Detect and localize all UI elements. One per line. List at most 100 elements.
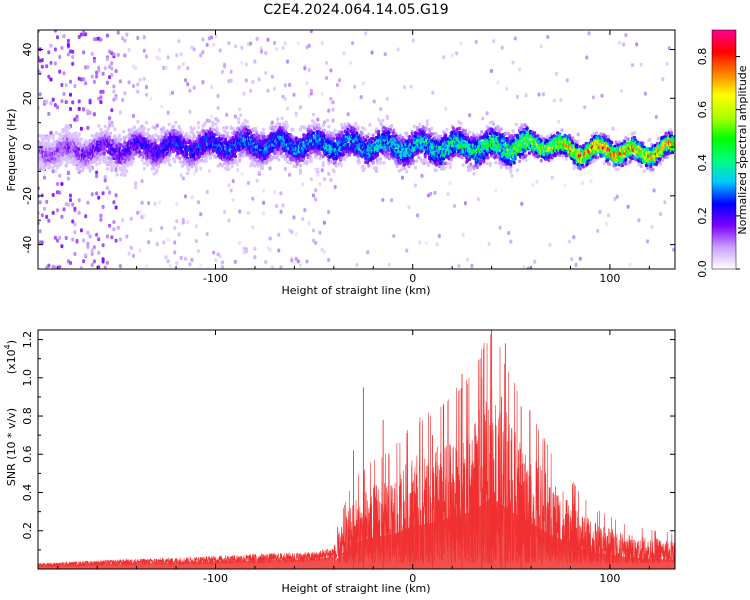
- spectrogram-cell: [84, 253, 88, 258]
- spectrogram-cell: [47, 263, 51, 268]
- spectrogram-cell: [71, 100, 75, 105]
- spectrogram-cell: [236, 167, 240, 172]
- spectrogram-cell: [392, 128, 396, 132]
- spectrogram-cell: [288, 172, 292, 177]
- spectrogram-cell: [110, 66, 114, 71]
- spectrogram-cell: [340, 123, 344, 127]
- spectrogram-cell: [199, 212, 203, 217]
- spectrogram-cell: [305, 81, 309, 86]
- spectrogram-cell: [205, 42, 209, 47]
- spectrogram-cell: [643, 91, 647, 96]
- spectrogram-cell: [246, 181, 250, 185]
- spectrogram-cell: [66, 160, 70, 164]
- spectrogram-cell: [292, 215, 296, 220]
- spectrogram-cell: [201, 50, 205, 55]
- spectrogram-cell: [64, 100, 68, 105]
- spectrogram-cell: [240, 61, 244, 65]
- spectrogram-cell: [283, 41, 287, 46]
- spectrogram-cell: [290, 229, 294, 234]
- spectrogram-cell: [142, 213, 146, 218]
- spectrogram-cell: [178, 127, 182, 131]
- spectrogram-cell: [88, 164, 92, 168]
- spectrogram-cell: [214, 34, 218, 39]
- spectrogram-cell: [88, 100, 92, 105]
- spectrogram-cell: [43, 175, 46, 180]
- spectrogram-cell: [40, 64, 44, 69]
- spectrogram-cell: [279, 191, 283, 196]
- spectrogram-cell: [303, 66, 307, 71]
- spectrogram-cell: [199, 53, 203, 58]
- spectrogram-cell: [173, 158, 177, 162]
- spectrogram-cell: [97, 195, 101, 200]
- spectrogram-cell: [327, 258, 331, 262]
- spectrogram-cell: [115, 163, 119, 168]
- spectrogram-cell: [160, 131, 164, 135]
- spectrogram-cell: [38, 200, 42, 205]
- spectrogram-cell: [273, 189, 276, 194]
- spectrogram-cell: [47, 111, 51, 116]
- spectrogram-cell: [82, 166, 86, 170]
- spectrogram-cell: [201, 37, 205, 42]
- spectrogram-cell: [576, 132, 580, 137]
- spectrogram-cell: [60, 83, 64, 87]
- spectrogram-cell: [185, 153, 189, 157]
- spectrogram-cell: [403, 166, 407, 171]
- spectrogram-cell: [216, 93, 220, 98]
- spectrogram-cell: [205, 189, 209, 194]
- spectrogram-cell: [62, 207, 66, 212]
- spectrogram-cell: [108, 135, 112, 140]
- spectrogram-cell: [104, 160, 108, 165]
- spectrogram-cell: [457, 264, 461, 268]
- spectrogram-cell: [254, 158, 258, 163]
- spectrogram-cell: [284, 120, 288, 125]
- spectrogram-cell: [262, 127, 266, 132]
- spectrogram-cell: [433, 190, 437, 195]
- spectrogram-cell: [150, 142, 154, 146]
- spectrogram-cell: [86, 65, 90, 70]
- spectrogram-cell: [158, 48, 161, 52]
- spectrogram-cell: [325, 76, 328, 80]
- spectrogram-cell: [60, 182, 64, 186]
- spectrogram-cell: [145, 120, 148, 125]
- spectrogram-cell: [112, 52, 116, 57]
- spectrogram-cell: [66, 43, 70, 47]
- spectrogram-cell: [40, 240, 44, 245]
- spectrogram-cell: [531, 182, 535, 187]
- spectrogram-cell: [565, 78, 569, 83]
- spectrogram-cell: [231, 198, 235, 203]
- spectrogram-cell: [335, 83, 339, 87]
- spectrogram-cell: [598, 210, 602, 214]
- spectrogram-cell: [142, 166, 146, 171]
- spectrogram-cell: [309, 88, 313, 93]
- spectrogram-cell: [316, 172, 320, 177]
- spectrogram-cell: [455, 51, 459, 56]
- spectrogram-cell: [281, 94, 285, 99]
- spectrogram-cell: [548, 243, 552, 247]
- spectrogram-cell: [166, 110, 170, 115]
- spectrogram-cell: [186, 171, 190, 176]
- spectrogram-cell: [578, 256, 582, 261]
- spectrogram-cell: [197, 125, 200, 130]
- spectrogram-cell: [318, 230, 322, 235]
- spectrogram-cell: [118, 237, 122, 242]
- spectrogram-cell: [318, 182, 322, 187]
- spectrogram-cell: [113, 134, 117, 138]
- spectrogram-cell: [205, 232, 209, 237]
- spectrogram-cell: [411, 159, 415, 163]
- spectrogram-cell: [233, 259, 237, 264]
- spectrogram-cell: [574, 262, 578, 267]
- spectrogram-cell: [379, 107, 383, 112]
- spectrogram-cell: [190, 164, 194, 169]
- spectrogram-cell: [73, 230, 77, 235]
- spectrogram-cell: [283, 157, 287, 161]
- spectrogram-cell: [86, 200, 90, 205]
- spectrogram-cell: [177, 232, 181, 237]
- spectrogram-cell: [69, 92, 72, 97]
- spectrogram-cell: [412, 124, 416, 129]
- spectrogram-cell: [184, 256, 187, 261]
- spectrogram-cell: [107, 126, 110, 131]
- figure-title: C2E4.2024.064.14.05.G19: [263, 2, 448, 18]
- spectrogram-cell: [129, 216, 133, 221]
